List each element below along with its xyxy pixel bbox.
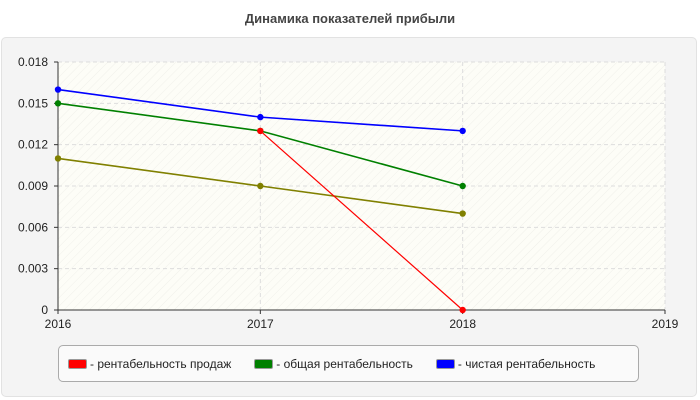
data-point bbox=[257, 113, 264, 121]
x-tick-label: 2017 bbox=[247, 317, 274, 331]
series-line-0 bbox=[259, 130, 464, 311]
x-tick-label: 2016 bbox=[45, 317, 72, 331]
data-point bbox=[459, 127, 466, 135]
y-tick-label: 0.006 bbox=[18, 220, 48, 234]
y-tick-label: 0 bbox=[41, 303, 48, 317]
legend-swatch bbox=[254, 358, 274, 369]
data-point bbox=[459, 182, 466, 190]
legend-item: - общая рентабельность bbox=[254, 357, 413, 371]
y-tick-label: 0.003 bbox=[18, 262, 48, 276]
data-point bbox=[257, 182, 264, 190]
data-point bbox=[459, 306, 466, 314]
data-point bbox=[459, 210, 466, 217]
legend-label: - общая рентабельность bbox=[276, 356, 413, 371]
legend-item: - рентабельность продаж bbox=[68, 357, 231, 371]
y-tick-label: 0.018 bbox=[18, 55, 48, 69]
legend-label: - рентабельность продаж bbox=[90, 356, 232, 371]
legend: - рентабельность продаж - общая рентабель… bbox=[58, 345, 639, 382]
legend-item: - чистая рентабельность bbox=[435, 356, 596, 371]
legend-label: - чистая рентабельность bbox=[457, 356, 596, 371]
x-tick-label: 2019 bbox=[652, 317, 679, 331]
y-tick-label: 0.015 bbox=[18, 96, 48, 110]
data-point bbox=[257, 127, 264, 135]
chart-title: Динамика показателей прибыли bbox=[244, 11, 456, 26]
y-tick-label: 0.009 bbox=[18, 179, 48, 193]
legend-swatch bbox=[435, 358, 455, 369]
data-point bbox=[54, 100, 62, 107]
x-tick-label: 2018 bbox=[449, 317, 476, 331]
y-tick-label: 0.012 bbox=[18, 138, 48, 152]
data-point bbox=[54, 155, 62, 162]
legend-swatch bbox=[68, 358, 87, 369]
data-point bbox=[54, 86, 62, 93]
